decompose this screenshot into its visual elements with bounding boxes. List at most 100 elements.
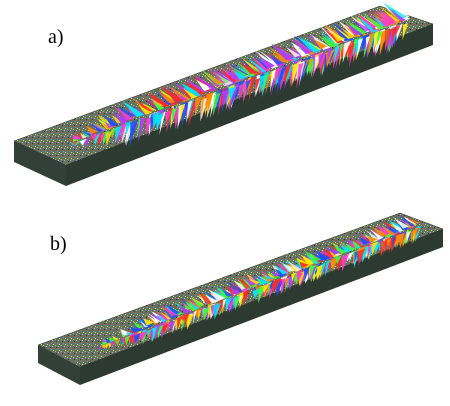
grain-streak	[406, 231, 411, 244]
grain-streak	[400, 216, 415, 227]
grain-streak	[244, 64, 261, 76]
grain-streak	[371, 226, 387, 238]
grain-streak	[386, 225, 401, 235]
slab-a	[13, 2, 434, 186]
grain-streak	[339, 244, 352, 253]
grain-streak	[339, 44, 344, 56]
grain-streak	[109, 340, 116, 348]
grain-streak	[349, 236, 364, 248]
grain-streak	[201, 97, 208, 120]
grain-streak	[101, 342, 110, 349]
grain-streak	[183, 88, 198, 99]
grain-streak	[222, 88, 231, 107]
grain-streak	[396, 233, 402, 248]
grain-streak	[312, 252, 324, 261]
grain-streak	[387, 7, 406, 22]
grain-streak	[203, 290, 220, 302]
grain-streak	[129, 326, 140, 333]
grain-streak	[111, 128, 116, 138]
grain-streak	[73, 140, 79, 145]
grain-streak	[133, 333, 141, 343]
grain-streak	[148, 313, 161, 323]
grain-streak	[335, 255, 342, 265]
grain-streak	[368, 236, 378, 243]
grain-streak	[371, 242, 378, 256]
grain-streak	[193, 310, 197, 324]
grain-streak	[160, 85, 184, 103]
grain-streak	[130, 119, 139, 144]
grain-streak	[233, 285, 244, 293]
grain-streak	[391, 27, 398, 47]
grain-streak	[161, 97, 172, 106]
grain-streak	[248, 77, 256, 103]
grain-streak	[327, 48, 333, 63]
grain-streak	[126, 331, 134, 336]
grain-streak	[335, 44, 343, 70]
grain-streak	[232, 69, 248, 80]
grain-streak	[234, 83, 240, 96]
grain-streak	[357, 248, 366, 266]
grain-streak	[120, 330, 130, 336]
grain-streak	[139, 330, 148, 342]
grain-streak	[239, 291, 246, 309]
grain-streak	[348, 251, 354, 262]
grain-streak	[360, 238, 370, 245]
grain-streak	[155, 314, 167, 323]
grain-streak	[322, 252, 332, 260]
grain-streak	[129, 334, 135, 343]
grain-streak	[156, 113, 164, 131]
grain-streak	[296, 272, 303, 282]
grain-streak	[274, 265, 288, 275]
grain-streak	[322, 53, 329, 77]
grain-streak	[313, 38, 328, 49]
grain-streak	[290, 37, 314, 55]
grain-streak	[362, 12, 386, 31]
grain-streak	[264, 274, 273, 281]
grain-streak	[250, 66, 262, 75]
grain-streak	[402, 23, 408, 41]
grain-streak	[102, 123, 113, 130]
grain-streak	[161, 305, 177, 317]
grain-streak	[341, 27, 356, 39]
grain-streak	[274, 268, 288, 278]
grain-streak	[281, 278, 286, 290]
grain-streak	[391, 235, 396, 249]
grain-streak	[112, 109, 128, 122]
grain-streak	[225, 297, 232, 312]
grain-streak	[72, 138, 79, 142]
grain-streak	[286, 46, 301, 58]
grain-streak	[244, 289, 250, 299]
grain-streak	[202, 307, 210, 321]
grain-streak	[138, 105, 153, 115]
grain-streak	[89, 123, 102, 133]
grain-streak	[414, 227, 419, 242]
grain-streak	[218, 292, 229, 300]
grain-streak	[321, 35, 339, 48]
grain-streak	[183, 304, 192, 311]
grain-streak	[206, 77, 221, 88]
grain-streak	[255, 77, 261, 92]
grain-streak	[356, 13, 377, 29]
slab-b-front-face	[38, 345, 80, 385]
grain-streak	[303, 267, 310, 282]
grain-streak	[318, 30, 340, 47]
grain-streak	[245, 55, 267, 73]
grain-streak	[197, 309, 202, 322]
grain-streak	[308, 58, 313, 70]
grain-streak	[170, 320, 176, 333]
grain-streak	[375, 15, 392, 28]
grain-streak	[82, 130, 92, 137]
grain-streak	[377, 31, 383, 45]
grain-streak	[291, 62, 300, 87]
grain-streak	[229, 286, 241, 295]
grain-streak	[366, 230, 381, 241]
grain-streak	[204, 71, 223, 85]
grain-streak	[399, 232, 405, 250]
grain-streak	[246, 79, 251, 92]
grain-streak	[410, 229, 416, 244]
slab-a-grain-region	[70, 2, 411, 149]
grain-streak	[159, 91, 176, 103]
grain-streak	[295, 263, 305, 270]
grain-streak	[147, 314, 159, 324]
grain-streak	[107, 119, 118, 128]
